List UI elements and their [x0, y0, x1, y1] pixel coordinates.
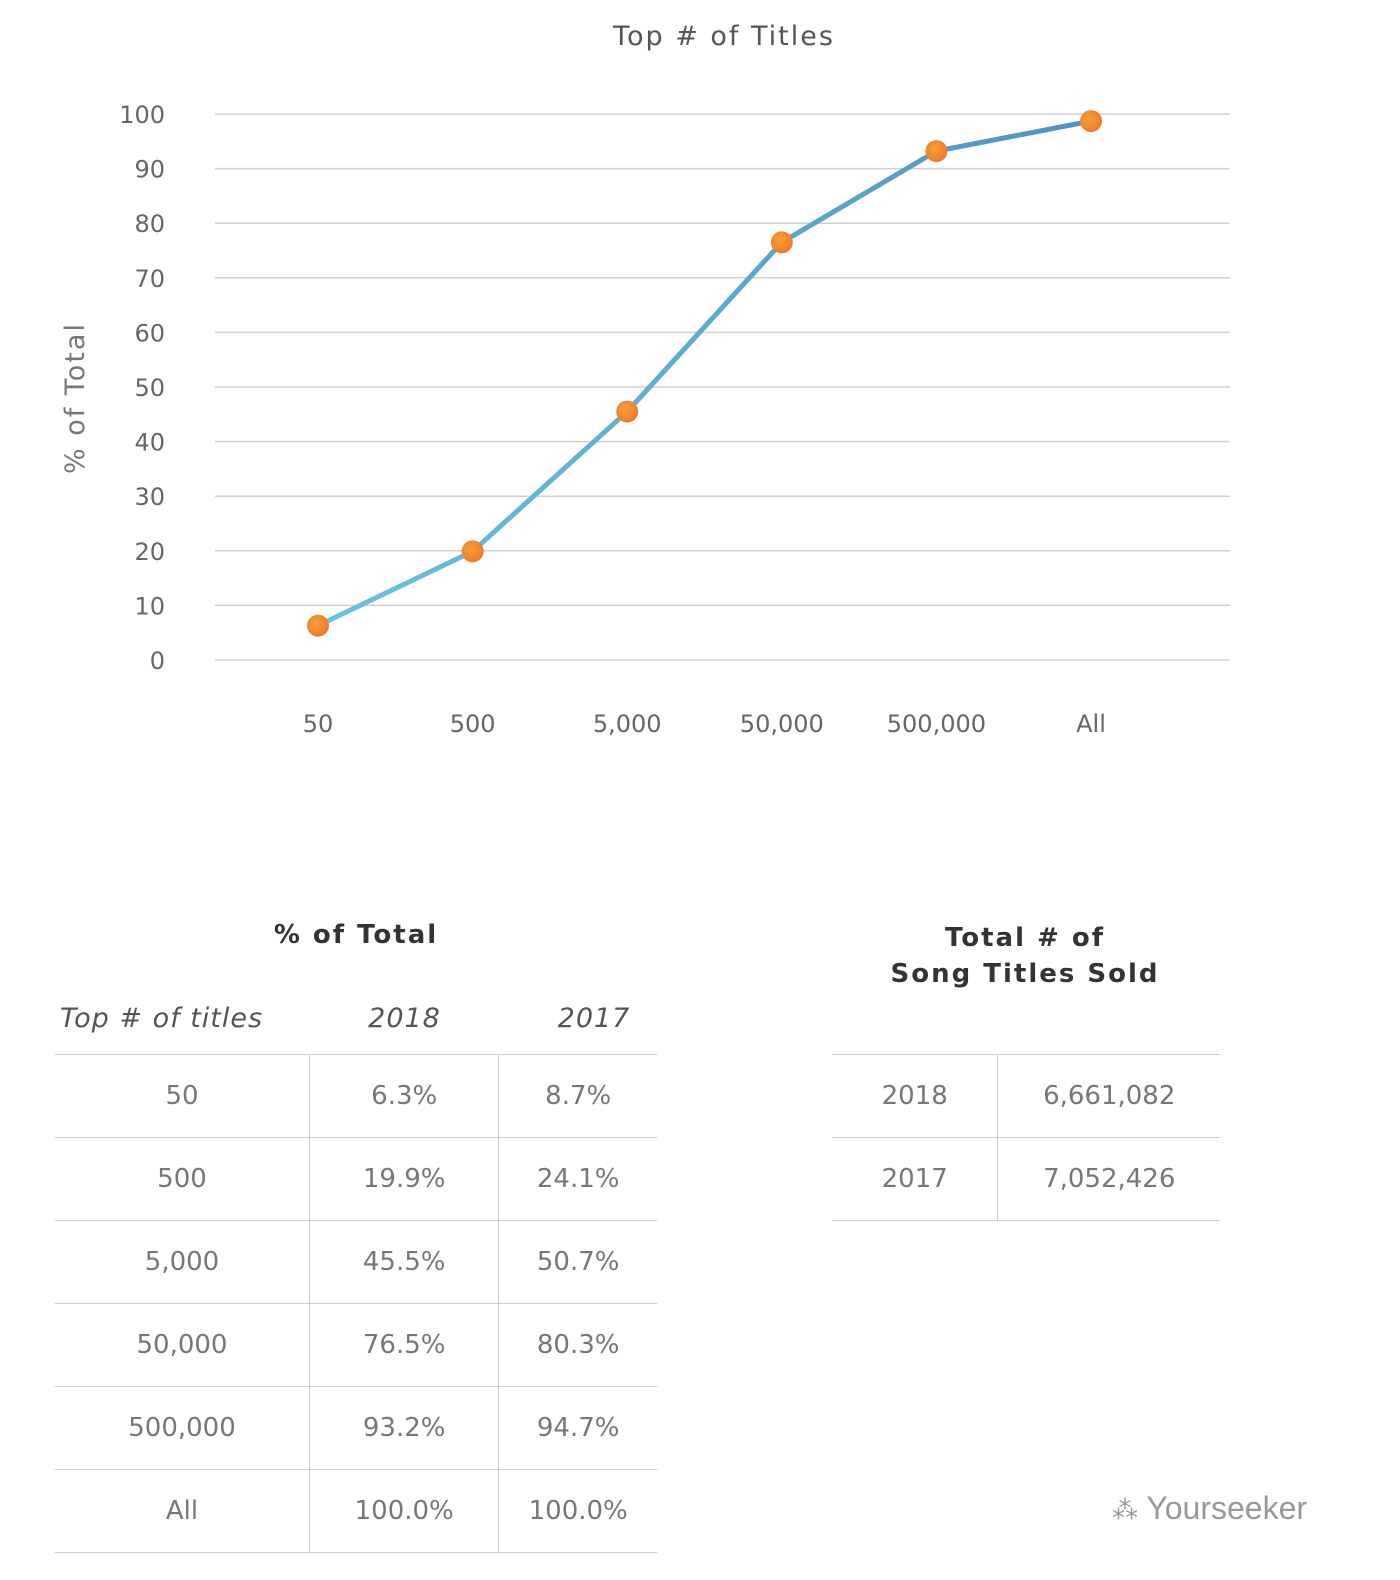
table-cell: 45.5% — [308, 1220, 499, 1304]
y-tick-label: 20 — [134, 538, 165, 566]
y-tick-label: 0 — [150, 647, 165, 675]
table-cell: 94.7% — [498, 1386, 657, 1470]
totals-title-line2: Song Titles Sold — [890, 959, 1160, 989]
table-cell: 76.5% — [308, 1303, 499, 1387]
y-tick-label: 60 — [134, 319, 165, 347]
totals-title-line1: Total # of — [944, 923, 1106, 953]
header-2017: 2017 — [557, 1003, 631, 1034]
y-tick-label: 10 — [134, 592, 165, 620]
y-tick-label: 80 — [134, 210, 165, 238]
table-cell: 100.0% — [308, 1469, 499, 1553]
table-row: 5,000 45.5% 50.7% — [55, 1220, 657, 1304]
line-chart: Top # of Titles % of Total 0 10 20 30 40 50 60 70… — [60, 21, 1230, 738]
x-tick-label: 500,000 — [887, 710, 986, 738]
table-cell: 5,000 — [55, 1220, 310, 1304]
table-cell: 2018 — [832, 1054, 998, 1138]
header-top-titles: Top # of titles — [60, 1003, 264, 1034]
table-cell: 50.7% — [498, 1220, 657, 1304]
x-tick-label: 500 — [450, 710, 496, 738]
table-cell: 6.3% — [308, 1054, 499, 1138]
watermark-icon: ⁂ — [1112, 1495, 1138, 1525]
totals-table: 2018 6,661,082 2017 7,052,426 — [832, 1054, 1220, 1221]
table-cell: 100.0% — [498, 1469, 657, 1553]
table-cell: 7,052,426 — [997, 1137, 1220, 1221]
table-cell: 500,000 — [55, 1386, 310, 1470]
table-cell: 19.9% — [308, 1137, 499, 1221]
x-tick-label: 50,000 — [740, 710, 824, 738]
data-point — [770, 231, 793, 254]
table-cell: 24.1% — [498, 1137, 657, 1221]
table-cell: 500 — [55, 1137, 310, 1221]
y-tick-label: 30 — [134, 483, 165, 511]
table-cell: All — [55, 1469, 310, 1553]
y-axis-label: % of Total — [60, 322, 91, 474]
watermark-text: Yourseeker — [1146, 1490, 1308, 1526]
table-row: 500 19.9% 24.1% — [55, 1137, 657, 1221]
series-line — [316, 118, 1092, 628]
table-row: All 100.0% 100.0% — [55, 1469, 657, 1553]
table-row: 2018 6,661,082 — [832, 1054, 1220, 1138]
table-row: 2017 7,052,426 — [832, 1137, 1220, 1221]
table-cell: 8.7% — [498, 1054, 657, 1138]
chart-title: Top # of Titles — [612, 21, 835, 52]
y-tick-label: 100 — [119, 101, 165, 129]
x-tick-label: 50 — [303, 710, 334, 738]
data-point — [925, 140, 948, 163]
data-point — [616, 400, 639, 423]
table-row: 50 6.3% 8.7% — [55, 1054, 657, 1138]
data-point — [307, 614, 329, 637]
y-tick-label: 50 — [134, 374, 165, 402]
header-2018: 2018 — [368, 1003, 441, 1034]
watermark: ⁂ Yourseeker — [1112, 1490, 1307, 1527]
percent-table: 50 6.3% 8.7% 500 19.9% 24.1% 5,000 45.5% 50.7% 50… — [55, 1054, 657, 1553]
y-tick-label: 90 — [134, 156, 165, 184]
percent-table-title: % of Total — [273, 920, 439, 950]
table-cell: 2017 — [832, 1137, 998, 1221]
data-point — [461, 540, 484, 563]
table-row: 50,000 76.5% 80.3% — [55, 1303, 657, 1387]
data-point — [1080, 110, 1102, 133]
table-row: 500,000 93.2% 94.7% — [55, 1386, 657, 1470]
x-tick-label: All — [1076, 710, 1106, 738]
table-cell: 6,661,082 — [997, 1054, 1220, 1138]
table-cell: 93.2% — [308, 1386, 499, 1470]
y-tick-label: 70 — [134, 265, 165, 293]
table-cell: 50,000 — [55, 1303, 310, 1387]
table-cell: 50 — [55, 1054, 310, 1138]
x-tick-label: 5,000 — [593, 710, 662, 738]
table-cell: 80.3% — [498, 1303, 657, 1387]
y-tick-label: 40 — [134, 429, 165, 457]
totals-table-title: Total # of Song Titles Sold — [825, 920, 1225, 992]
